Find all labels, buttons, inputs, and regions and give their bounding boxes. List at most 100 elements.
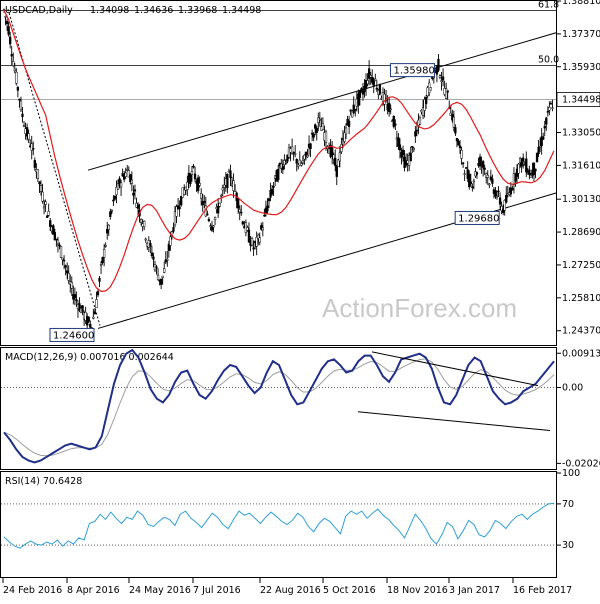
candle-body xyxy=(525,158,528,173)
candle-body xyxy=(132,192,135,196)
candle-body xyxy=(133,189,137,192)
candle-body xyxy=(127,170,130,178)
candle-body xyxy=(314,124,317,129)
candle-body xyxy=(537,146,540,154)
candle-body xyxy=(522,157,525,162)
candle-body xyxy=(494,190,497,197)
candle-body xyxy=(89,323,92,328)
candle-body xyxy=(93,311,97,315)
candle-body xyxy=(109,211,112,217)
candle-body xyxy=(189,173,192,184)
candle-body xyxy=(233,190,237,192)
candle-body xyxy=(310,132,314,135)
candle-body xyxy=(102,249,106,258)
candle-body xyxy=(294,153,297,155)
rsi-line xyxy=(3,502,555,549)
candle-body xyxy=(332,154,335,160)
fib-level-label: 50.0 xyxy=(538,55,559,66)
candle-body xyxy=(150,252,154,257)
x-tick-label: 16 Feb 2017 xyxy=(513,585,572,596)
candle-body xyxy=(261,227,264,231)
candle-body xyxy=(287,147,291,158)
candle-body xyxy=(87,316,90,322)
rsi-y-tick-label: 70 xyxy=(562,499,574,510)
candle-body xyxy=(545,117,548,125)
candle-body xyxy=(505,194,508,203)
candle-body xyxy=(155,266,158,269)
candle-body xyxy=(488,183,491,186)
candle-body xyxy=(542,136,545,140)
candle-body xyxy=(55,238,58,241)
candle-body xyxy=(173,211,177,226)
candle-body xyxy=(414,131,417,137)
candle-body xyxy=(206,213,209,216)
candle-body xyxy=(495,195,499,198)
candle-body xyxy=(16,87,20,91)
candle-body xyxy=(36,169,40,179)
candle-body xyxy=(101,257,104,263)
candle-body xyxy=(534,168,537,172)
candle-body xyxy=(418,117,422,125)
candle-body xyxy=(546,111,549,113)
candle-body xyxy=(286,154,289,162)
price-annotation-box xyxy=(49,327,95,342)
candle-body xyxy=(183,189,186,195)
candle-body xyxy=(130,179,134,184)
candle-body xyxy=(52,225,55,235)
candle-body xyxy=(520,158,523,167)
candle-body xyxy=(241,221,244,225)
candle-body xyxy=(475,172,479,175)
candle-body xyxy=(112,199,115,202)
candle-body xyxy=(226,174,229,188)
price-y-tick-label: 1.37370 xyxy=(562,29,600,40)
candle-body xyxy=(13,68,16,72)
price-y-tick-label: 1.30130 xyxy=(562,194,600,205)
candle-body xyxy=(159,278,163,285)
candle-body xyxy=(272,186,275,188)
candle-body xyxy=(118,178,121,187)
macd-y-tick-label: 0.009132 xyxy=(562,348,600,359)
price-title: USDCAD,Daily xyxy=(5,5,73,16)
candle-body xyxy=(167,244,170,251)
candle-body xyxy=(354,108,357,111)
moving-average-line xyxy=(3,10,555,293)
candle-body xyxy=(53,232,56,241)
candle-body xyxy=(123,175,126,180)
candle-body xyxy=(250,238,254,246)
candle-body xyxy=(161,275,164,278)
candle-body xyxy=(39,185,43,192)
candle-body xyxy=(42,205,46,209)
price-annotation-box xyxy=(454,210,500,225)
candle-body xyxy=(166,259,169,261)
candle-body xyxy=(258,237,261,243)
candle-body xyxy=(192,165,195,168)
candle-body xyxy=(115,186,118,195)
candle-body xyxy=(221,187,224,191)
candle-body xyxy=(378,84,382,95)
candle-body xyxy=(458,145,462,149)
candle-body xyxy=(201,201,204,206)
candle-body xyxy=(398,144,402,151)
candle-body xyxy=(7,26,10,35)
rsi-y-tick-label: 30 xyxy=(562,540,574,551)
candle-body xyxy=(309,143,312,149)
candle-body xyxy=(481,161,485,168)
candle-body xyxy=(452,116,456,128)
candle-body xyxy=(56,239,60,245)
macd-trendline-lower xyxy=(357,411,551,432)
price-y-tick-label: 1.38810 xyxy=(562,0,600,7)
candle-body xyxy=(193,173,197,180)
candle-body xyxy=(186,182,189,190)
candle-body xyxy=(64,265,67,268)
price-y-tick-label: 1.25810 xyxy=(562,293,600,304)
candle-body xyxy=(178,206,181,210)
price-y-tick-label: 1.27250 xyxy=(562,260,600,271)
candle-body xyxy=(369,75,372,78)
candle-body xyxy=(478,156,482,167)
candle-body xyxy=(106,228,109,234)
candle-body xyxy=(246,227,249,231)
ohlc-high: 1.34636 xyxy=(134,5,173,16)
candle-body xyxy=(468,173,471,188)
candle-body xyxy=(471,186,474,189)
candle-body xyxy=(321,122,325,130)
